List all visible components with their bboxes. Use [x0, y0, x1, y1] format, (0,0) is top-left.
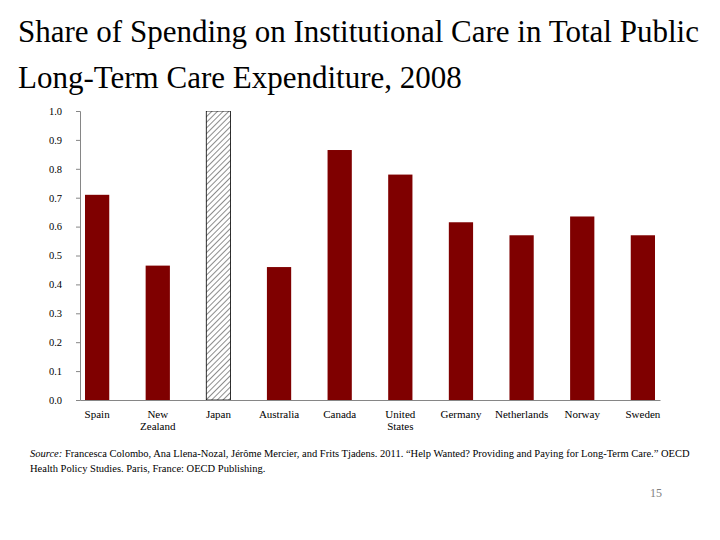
- title: Share of Spending on Institutional Care …: [18, 14, 699, 95]
- bar: [85, 195, 109, 400]
- source-note: Source: Francesca Colombo, Ana Llena-Noz…: [30, 446, 710, 476]
- x-tick: Netherlands: [495, 408, 548, 420]
- y-tick: 0.7: [49, 193, 80, 204]
- y-tick: 0.9: [49, 135, 80, 146]
- y-tick: 1.0: [49, 106, 80, 117]
- y-tick-label: 0.4: [49, 279, 63, 290]
- y-tick-mark: [76, 198, 80, 199]
- y-tick-label: 0.6: [49, 221, 62, 232]
- x-tick: Germany: [440, 408, 481, 420]
- x-tick: UnitedStates: [385, 408, 415, 433]
- x-tick-label-line: United: [385, 408, 415, 420]
- x-tick-label-line: New: [147, 408, 168, 420]
- x-tick-label: Sweden: [625, 408, 660, 420]
- x-tick-label: Canada: [323, 408, 356, 420]
- x-tick-label: Japan: [206, 408, 232, 420]
- x-tick-label-line: Zealand: [140, 420, 176, 432]
- x-tick-label: Australia: [259, 408, 299, 420]
- y-tick-label: 0.7: [49, 193, 62, 204]
- y-tick: 0.5: [49, 250, 80, 261]
- x-tick: Spain: [85, 408, 111, 420]
- y-tick-mark: [76, 371, 80, 372]
- y-tick-mark: [76, 284, 80, 285]
- bar: [509, 235, 533, 400]
- y-axis: 0.0 0.1 0.2 0.3 0.4 0.5 0.6 0.7 0.8 0.9 1.0: [49, 106, 81, 406]
- y-tick-label: 0.5: [49, 250, 62, 261]
- bar: [570, 216, 594, 400]
- x-tick-label-line: States: [387, 420, 413, 432]
- y-tick-mark: [76, 313, 80, 314]
- y-tick-label: 0.8: [49, 164, 62, 175]
- x-tick-label: Germany: [440, 408, 481, 420]
- x-axis: Spain NewZealand Japan Australia Canada Unite…: [81, 401, 661, 433]
- bars: [85, 111, 655, 400]
- y-tick: 0.1: [49, 366, 80, 377]
- y-tick: 0.8: [49, 164, 80, 175]
- bar: [206, 111, 230, 400]
- y-tick-mark: [76, 256, 80, 257]
- bar: [631, 235, 655, 400]
- x-tick-label: Norway: [565, 408, 601, 420]
- y-tick: 0.6: [49, 221, 80, 232]
- y-tick: 0.3: [49, 308, 80, 319]
- chart: Share of Spending on Institutional Care …: [0, 0, 720, 540]
- page-number: 15: [650, 486, 662, 501]
- y-tick: 0.0: [49, 395, 80, 406]
- y-tick: 0.2: [49, 337, 80, 348]
- y-tick-mark: [76, 227, 80, 228]
- y-tick-label: 0.3: [49, 308, 62, 319]
- y-tick-label: 0.0: [49, 395, 62, 406]
- y-tick: 0.4: [49, 279, 80, 290]
- title-line: Share of Spending on Institutional Care …: [18, 14, 699, 49]
- y-tick-label: 0.1: [49, 366, 62, 377]
- x-tick-label: Netherlands: [495, 408, 548, 420]
- y-tick-label: 0.2: [49, 337, 62, 348]
- y-tick-mark: [76, 342, 80, 343]
- bar: [388, 175, 412, 400]
- y-tick-mark: [76, 140, 80, 141]
- y-tick-label: 0.9: [49, 135, 62, 146]
- x-tick-label: NewZealand: [140, 408, 176, 433]
- x-axis-line: [81, 400, 661, 401]
- bar: [328, 150, 352, 400]
- bar: [146, 266, 170, 400]
- source-text: Francesca Colombo, Ana Llena-Nozal, Jérô…: [30, 448, 690, 474]
- x-tick: Norway: [565, 408, 601, 420]
- x-tick: Canada: [323, 408, 356, 420]
- y-tick-mark: [76, 169, 80, 170]
- title-line: Long-Term Care Expenditure, 2008: [18, 60, 462, 95]
- x-tick: Sweden: [625, 408, 660, 420]
- y-tick-mark: [76, 400, 80, 401]
- y-axis-line: [76, 112, 81, 401]
- x-tick: Japan: [206, 408, 232, 420]
- y-tick-mark: [76, 111, 80, 112]
- bar: [449, 222, 473, 400]
- x-tick-label: UnitedStates: [385, 408, 415, 433]
- bar: [267, 267, 291, 400]
- x-tick: Australia: [259, 408, 299, 420]
- x-tick: NewZealand: [140, 408, 176, 433]
- y-tick-label: 1.0: [49, 106, 62, 117]
- source-prefix: Source:: [30, 448, 62, 459]
- x-tick-label: Spain: [85, 408, 111, 420]
